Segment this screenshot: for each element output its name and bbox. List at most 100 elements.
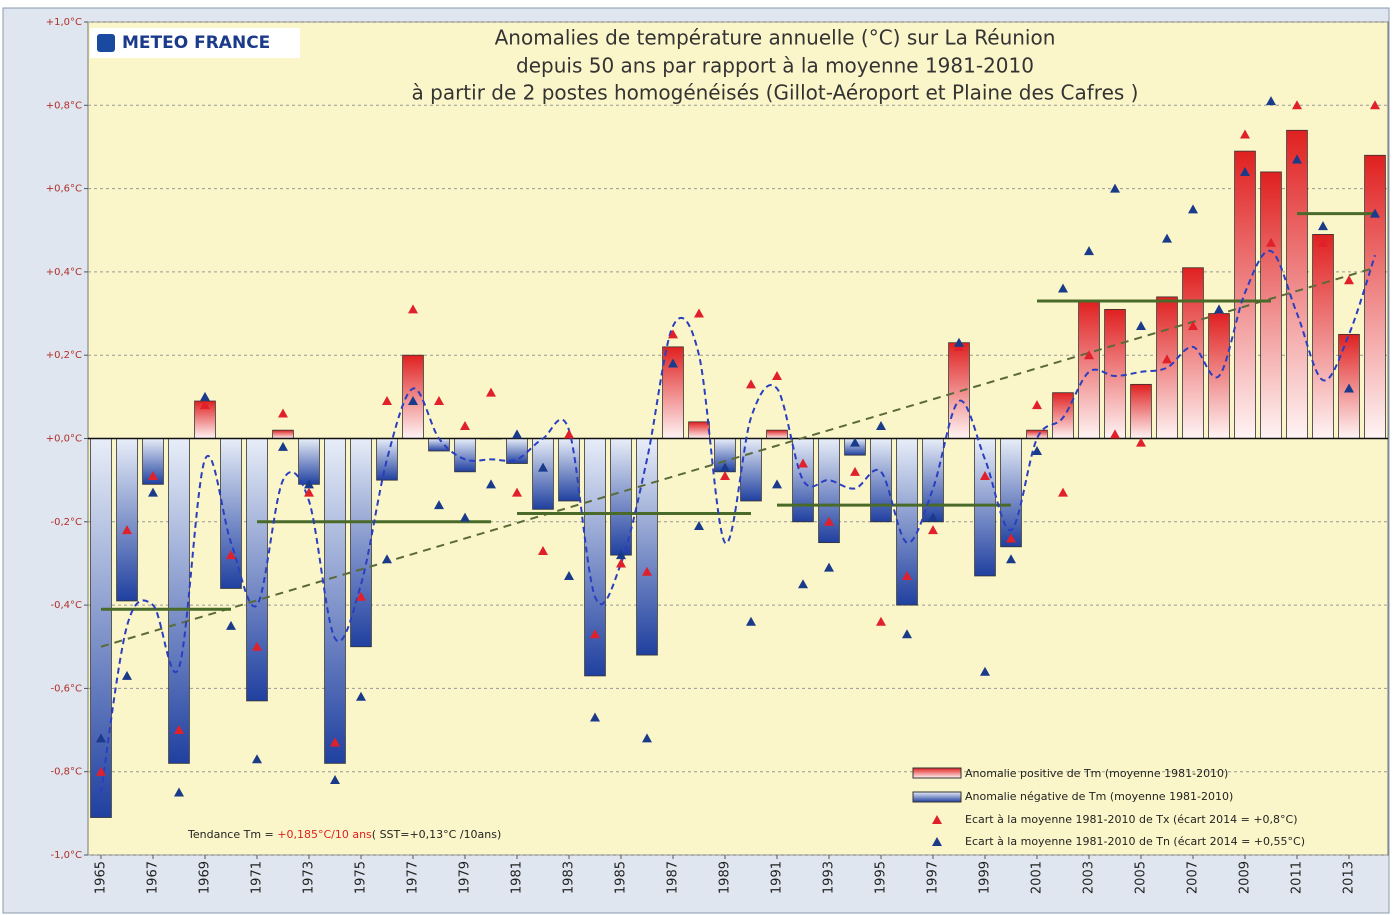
marker (1266, 96, 1276, 106)
bar (90, 438, 112, 818)
x-tick-label: 1977 (406, 861, 421, 894)
marker (720, 470, 730, 480)
x-tick-label: 2013 (1342, 861, 1357, 894)
marker (1344, 275, 1354, 285)
x-tick-label: 1997 (926, 861, 941, 894)
bar (324, 438, 346, 764)
legend-label: Ecart à la moyenne 1981-2010 de Tx (écar… (965, 813, 1298, 826)
marker (226, 620, 236, 630)
marker (226, 550, 236, 560)
marker (590, 629, 600, 639)
bar (532, 438, 554, 510)
marker (356, 591, 366, 601)
x-tick-label: 2001 (1030, 861, 1045, 894)
y-tick-label: -1,0°C (51, 850, 83, 861)
marker (746, 616, 756, 626)
marker (590, 712, 600, 722)
marker (382, 554, 392, 564)
marker (382, 396, 392, 406)
bar (818, 438, 840, 544)
marker (538, 545, 548, 555)
bar (272, 429, 294, 439)
x-tick-label: 2009 (1238, 861, 1253, 894)
marker (434, 396, 444, 406)
legend-marker (932, 815, 942, 824)
trend-value: +0,185°C/10 ans (277, 828, 372, 841)
marker (1188, 204, 1198, 214)
bar (870, 438, 892, 523)
marker (1110, 183, 1120, 193)
y-tick-label: +0,8°C (46, 100, 82, 111)
x-tick-label: 1973 (302, 861, 317, 894)
smooth-line (100, 250, 1376, 793)
bar (636, 438, 658, 656)
marker (1344, 383, 1354, 393)
x-tick-label: 2005 (1134, 861, 1149, 894)
legend-marker (932, 837, 942, 846)
y-tick-label: +1,0°C (46, 17, 82, 28)
x-tick-label: 1965 (94, 861, 109, 894)
marker (668, 329, 678, 339)
trend-text: Tendance Tm = +0,185°C/10 ans( SST=+0,13… (187, 828, 501, 841)
x-tick-label: 1971 (250, 861, 265, 894)
marker (642, 733, 652, 743)
marker (122, 525, 132, 535)
marker (304, 487, 314, 497)
y-tick-label: -0,2°C (51, 517, 83, 528)
bar (116, 438, 138, 602)
marker (1292, 154, 1302, 164)
bar (454, 438, 476, 473)
marker (954, 337, 964, 347)
x-tick-label: 2011 (1290, 861, 1305, 894)
x-tick-label: 1979 (458, 861, 473, 894)
y-tick-label: -0,8°C (51, 767, 83, 778)
marker (1032, 400, 1042, 410)
bar (1026, 429, 1048, 439)
x-tick-label: 2007 (1186, 861, 1201, 894)
bar (1234, 150, 1256, 439)
marker (980, 666, 990, 676)
x-tick-label: 1995 (874, 861, 889, 894)
logo-icon (97, 34, 115, 52)
marker (304, 479, 314, 489)
marker (96, 733, 106, 743)
marker (616, 558, 626, 568)
bar (1182, 267, 1204, 439)
x-tick-label: 1975 (354, 861, 369, 894)
marker (1318, 221, 1328, 231)
legend-label: Ecart à la moyenne 1981-2010 de Tn (écar… (965, 835, 1305, 848)
marker (1318, 237, 1328, 247)
bar (1260, 171, 1282, 439)
marker (174, 787, 184, 797)
marker (746, 379, 756, 389)
bar (740, 438, 762, 502)
marker (408, 304, 418, 314)
marker (460, 512, 470, 522)
trend-line (100, 266, 1376, 648)
bar (1364, 154, 1386, 439)
bar (506, 438, 528, 464)
trend-prefix: Tendance Tm = (187, 828, 277, 841)
marker (278, 441, 288, 451)
marker (876, 421, 886, 431)
x-tick-label: 1981 (510, 861, 525, 894)
marker (1006, 533, 1016, 543)
marker (694, 308, 704, 318)
marker (1084, 350, 1094, 360)
marker (512, 429, 522, 439)
x-tick-label: 1969 (198, 861, 213, 894)
legend-swatch (912, 767, 962, 779)
x-tick-label: 1999 (978, 861, 993, 894)
marker (1032, 445, 1042, 455)
chart-title: depuis 50 ans par rapport à la moyenne 1… (516, 54, 1034, 78)
marker (1084, 246, 1094, 256)
marker (148, 470, 158, 480)
marker (564, 429, 574, 439)
y-tick-label: -0,4°C (51, 600, 83, 611)
bar (1052, 392, 1074, 439)
marker (902, 629, 912, 639)
marker (330, 737, 340, 747)
y-tick-label: -0,6°C (51, 683, 83, 694)
marker (668, 358, 678, 368)
